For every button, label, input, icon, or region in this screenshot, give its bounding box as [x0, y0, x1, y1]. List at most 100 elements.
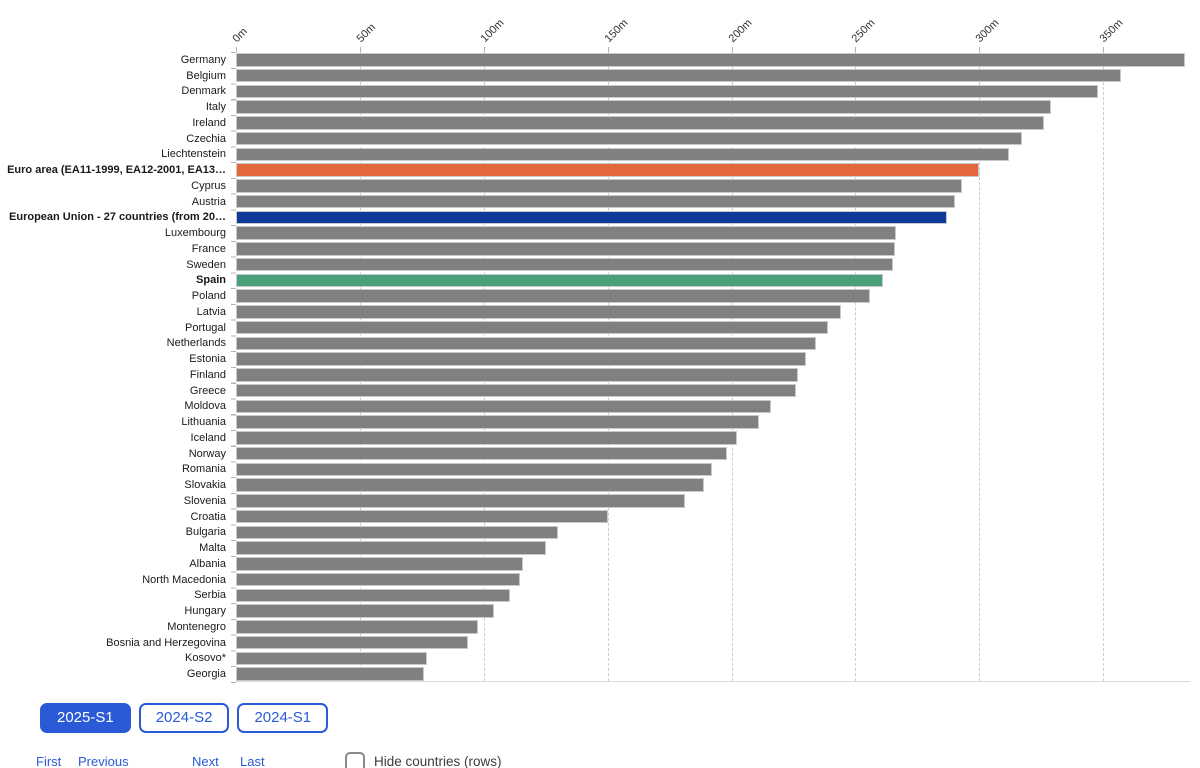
category-label: Austria — [191, 195, 226, 208]
table-row: Georgia — [0, 666, 1190, 682]
bar-estonia[interactable] — [236, 352, 806, 366]
bar-luxembourg[interactable] — [236, 226, 897, 240]
bar-track — [236, 115, 1190, 131]
hide-countries-checkbox-label: Hide countries (rows) — [374, 754, 502, 768]
bar-ireland[interactable] — [236, 116, 1044, 130]
period-button-group: 2025-S1 2024-S2 2024-S1 — [40, 703, 329, 733]
bar-bulgaria[interactable] — [236, 525, 559, 539]
pagination-link-previous[interactable]: Previous — [78, 754, 129, 768]
table-row: Serbia — [0, 588, 1190, 604]
table-row: Poland — [0, 288, 1190, 304]
category-label: Georgia — [186, 668, 226, 681]
bar-austria[interactable] — [236, 194, 955, 209]
bar-track — [236, 52, 1190, 68]
category-label: Slovenia — [183, 494, 226, 507]
bar-european-union-27-countries-from-20[interactable] — [236, 210, 948, 224]
bar-euro-area-ea11-1999-ea12-2001-ea13[interactable] — [236, 163, 980, 177]
x-axis-tick-label: 250m — [849, 17, 878, 45]
category-label: European Union - 27 countries (from 20… — [9, 211, 226, 224]
period-button-2024-s1[interactable]: 2024-S1 — [237, 703, 329, 733]
category-label: Latvia — [196, 305, 226, 318]
bar-croatia[interactable] — [236, 509, 608, 524]
bar-netherlands[interactable] — [236, 336, 816, 350]
bar-liechtenstein[interactable] — [236, 147, 1010, 161]
bar-belgium[interactable] — [236, 68, 1121, 83]
pagination-link-last[interactable]: Last — [240, 754, 265, 768]
table-row: Italy — [0, 99, 1190, 115]
bar-malta[interactable] — [236, 541, 546, 555]
bar-czechia[interactable] — [236, 131, 1022, 146]
bar-track — [236, 257, 1190, 273]
category-label: Bulgaria — [185, 526, 226, 539]
category-label: Liechtenstein — [161, 148, 226, 161]
bar-norway[interactable] — [236, 446, 727, 461]
bar-track — [236, 446, 1190, 462]
bar-italy[interactable] — [236, 100, 1052, 114]
bar-track — [236, 178, 1190, 194]
bar-poland[interactable] — [236, 289, 871, 303]
bar-montenegro[interactable] — [236, 620, 478, 634]
category-label: Euro area (EA11-1999, EA12-2001, EA13… — [7, 164, 226, 177]
table-row: Slovenia — [0, 493, 1190, 509]
bar-track — [236, 619, 1190, 635]
bar-iceland[interactable] — [236, 431, 737, 445]
period-button-2024-s2[interactable]: 2024-S2 — [138, 703, 230, 733]
category-label: Denmark — [181, 85, 226, 98]
x-axis-tick-mark — [731, 47, 733, 52]
table-row: Liechtenstein — [0, 147, 1190, 163]
bar-finland[interactable] — [236, 368, 799, 382]
x-axis-tick-mark — [1103, 47, 1105, 52]
bar-germany[interactable] — [236, 53, 1186, 67]
hide-countries-checkbox[interactable] — [345, 752, 365, 768]
table-row: Portugal — [0, 320, 1190, 336]
bar-slovenia[interactable] — [236, 494, 685, 508]
bar-georgia[interactable] — [236, 667, 425, 681]
bar-track — [236, 320, 1190, 336]
bar-track — [236, 666, 1190, 682]
bar-romania[interactable] — [236, 462, 712, 476]
table-row: Cyprus — [0, 178, 1190, 194]
x-axis-tick-mark — [855, 47, 857, 52]
x-axis-tick-label: 100m — [478, 17, 507, 45]
table-row: Sweden — [0, 257, 1190, 273]
bar-albania[interactable] — [236, 557, 524, 571]
bar-serbia[interactable] — [236, 588, 510, 602]
table-row: Bulgaria — [0, 525, 1190, 541]
category-label: Greece — [189, 384, 226, 397]
bar-france[interactable] — [236, 242, 896, 256]
bar-portugal[interactable] — [236, 320, 829, 335]
bar-lithuania[interactable] — [236, 415, 759, 429]
bar-moldova[interactable] — [236, 399, 772, 413]
category-label: Malta — [199, 542, 226, 555]
bar-bosnia-and-herzegovina[interactable] — [236, 635, 468, 650]
bar-track — [236, 131, 1190, 147]
period-button-2025-s1[interactable]: 2025-S1 — [40, 703, 131, 733]
category-label: Netherlands — [166, 337, 226, 350]
table-row: Euro area (EA11-1999, EA12-2001, EA13… — [0, 162, 1190, 178]
bar-greece[interactable] — [236, 383, 796, 398]
bar-cyprus[interactable] — [236, 179, 963, 193]
pagination-link-first[interactable]: First — [36, 754, 62, 768]
bar-slovakia[interactable] — [236, 478, 705, 492]
table-row: Lithuania — [0, 414, 1190, 430]
bar-latvia[interactable] — [236, 305, 841, 319]
table-row: Romania — [0, 462, 1190, 478]
bar-track — [236, 493, 1190, 509]
category-label: Croatia — [190, 510, 226, 523]
category-label: Lithuania — [181, 416, 226, 429]
bar-kosovo[interactable] — [236, 651, 427, 665]
x-axis: 0m 50m 100m 150m 200m 250m 300m 350m — [0, 0, 1200, 52]
table-row: North Macedonia — [0, 572, 1190, 588]
bar-hungary[interactable] — [236, 604, 494, 618]
x-axis-tick-mark — [607, 47, 609, 52]
bar-spain[interactable] — [236, 273, 883, 287]
bar-north-macedonia[interactable] — [236, 572, 520, 587]
bar-track — [236, 68, 1190, 84]
bar-denmark[interactable] — [236, 84, 1099, 98]
bar-track — [236, 304, 1190, 320]
x-axis-tick-label: 200m — [726, 17, 755, 45]
pagination-link-next[interactable]: Next — [192, 754, 219, 768]
bar-sweden[interactable] — [236, 257, 893, 272]
bar-track — [236, 525, 1190, 541]
table-row: Greece — [0, 383, 1190, 399]
